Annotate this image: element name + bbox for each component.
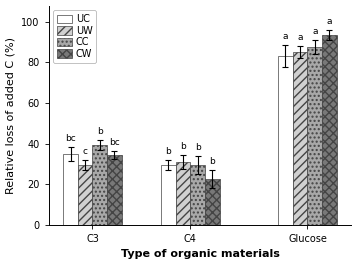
Text: a: a — [312, 27, 317, 36]
Text: c: c — [83, 147, 88, 156]
Bar — [190, 165, 205, 225]
Text: a: a — [283, 32, 288, 41]
Bar — [205, 179, 220, 225]
Bar — [322, 35, 337, 225]
Bar — [63, 154, 78, 225]
Bar — [107, 155, 122, 225]
Legend: UC, UW, CC, CW: UC, UW, CC, CW — [54, 10, 96, 63]
Text: a: a — [297, 33, 303, 42]
Y-axis label: Relative loss of added C (%): Relative loss of added C (%) — [6, 37, 16, 194]
Bar — [78, 165, 92, 225]
Bar — [278, 56, 293, 225]
Text: b: b — [195, 143, 200, 152]
Text: b: b — [180, 142, 186, 151]
Text: a: a — [327, 17, 332, 26]
Bar — [92, 145, 107, 225]
Text: b: b — [165, 147, 171, 156]
Text: bc: bc — [65, 134, 76, 143]
Bar — [176, 162, 190, 225]
Bar — [293, 52, 307, 225]
Text: bc: bc — [109, 138, 120, 147]
Bar — [161, 165, 176, 225]
Bar — [307, 47, 322, 225]
X-axis label: Type of organic materials: Type of organic materials — [121, 249, 280, 259]
Text: b: b — [97, 126, 103, 135]
Text: b: b — [209, 157, 215, 166]
